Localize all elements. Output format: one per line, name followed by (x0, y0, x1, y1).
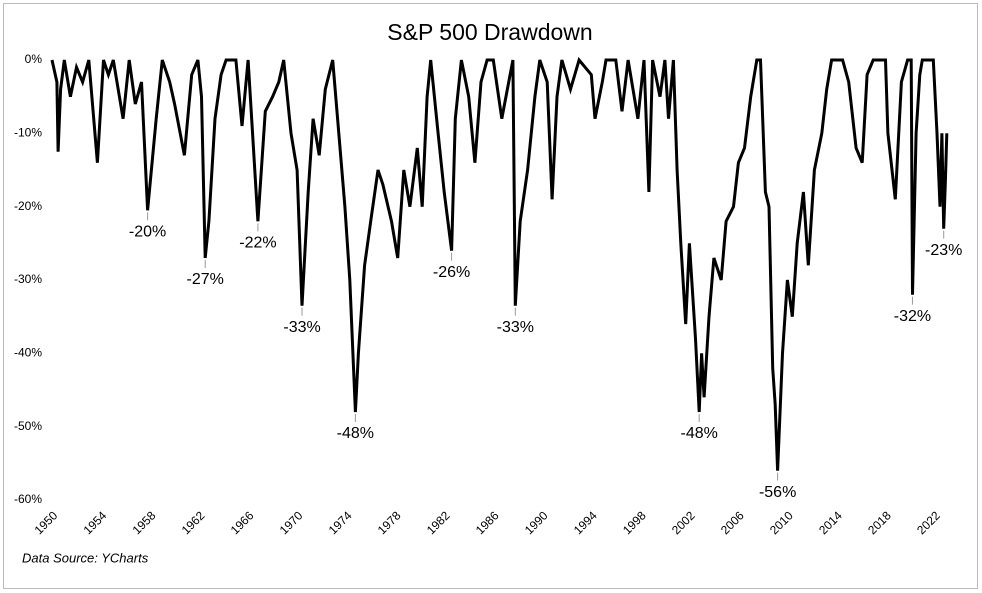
y-tick-label: -50% (14, 419, 42, 433)
source-note: Data Source: YCharts (22, 550, 149, 565)
drawdown-line (50, 56, 949, 471)
y-tick-label: 0% (25, 52, 43, 66)
y-tick-label: -20% (14, 199, 42, 213)
y-tick-label: -40% (14, 346, 42, 360)
frame (3, 3, 978, 589)
annotation-label: -23% (925, 242, 962, 259)
annotation-label: -22% (239, 235, 276, 252)
annotation-label: -33% (283, 319, 320, 336)
annotation-label: -20% (129, 224, 166, 241)
annotation-label: -27% (187, 271, 224, 288)
y-tick-label: -30% (14, 272, 42, 286)
chart-title: S&P 500 Drawdown (387, 19, 592, 45)
annotation-label: -32% (894, 308, 931, 325)
annotation-label: -33% (497, 319, 534, 336)
y-tick-label: -10% (14, 126, 42, 140)
annotation-label: -56% (759, 484, 796, 501)
annotation-label: -48% (337, 425, 374, 442)
annotation-label: -26% (433, 264, 470, 281)
annotation-label: -48% (680, 425, 717, 442)
y-tick-label: -60% (14, 492, 42, 506)
